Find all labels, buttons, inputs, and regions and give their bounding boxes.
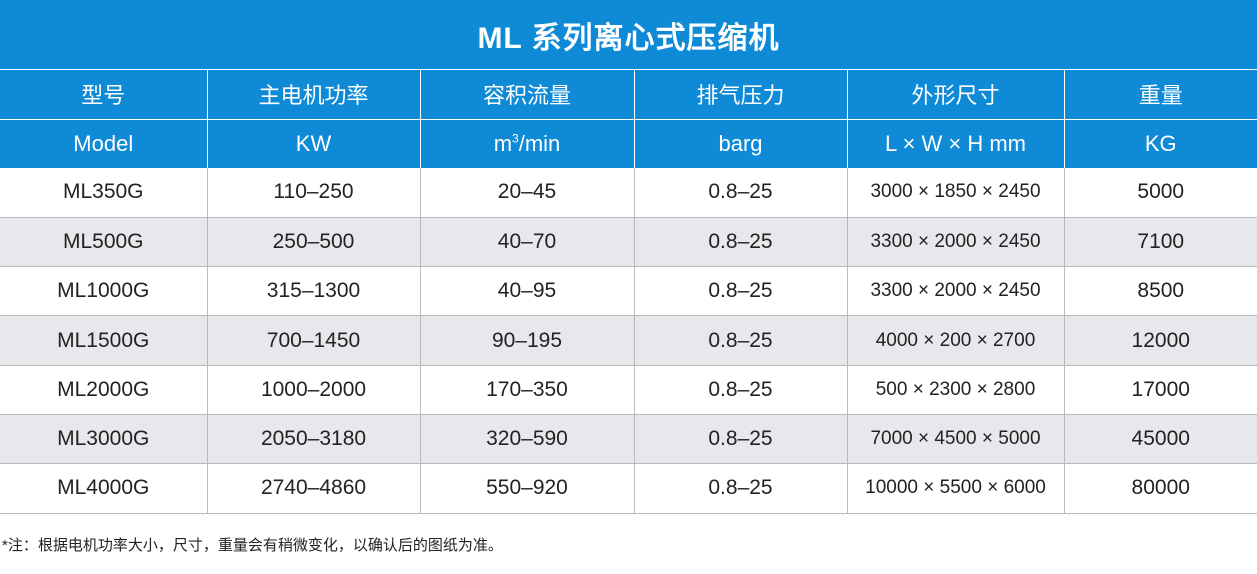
header-power-en: KW (206, 119, 420, 168)
footnote: *注：根据电机功率大小，尺寸，重量会有稍微变化，以确认后的图纸为准。 (2, 537, 503, 554)
cell-pressure: 0.8–25 (633, 315, 847, 366)
cell-pressure: 0.8–25 (633, 217, 847, 268)
cell-power: 2740–4860 (206, 463, 420, 514)
header-model-cn: 型号 (0, 70, 207, 120)
table-row: ML500G 250–500 40–70 0.8–25 3300 × 2000 … (0, 217, 1257, 268)
cell-weight: 12000 (1063, 315, 1257, 366)
cell-flow: 20–45 (419, 168, 634, 218)
spec-table: 型号 主电机功率 容积流量 排气压力 外形尺寸 重量 Model KW m3/m… (0, 70, 1257, 514)
table-row: ML4000G 2740–4860 550–920 0.8–25 10000 ×… (0, 463, 1257, 514)
cell-pressure: 0.8–25 (633, 463, 847, 514)
cell-pressure: 0.8–25 (633, 168, 847, 218)
cell-dims: 10000 × 5500 × 6000 (846, 463, 1064, 514)
cell-model: ML1500G (0, 315, 207, 366)
table-body: ML350G 110–250 20–45 0.8–25 3000 × 1850 … (0, 168, 1257, 514)
table-row: ML2000G 1000–2000 170–350 0.8–25 500 × 2… (0, 365, 1257, 415)
cell-dims: 500 × 2300 × 2800 (846, 365, 1064, 415)
cell-flow: 170–350 (419, 365, 634, 415)
flow-unit-rest: /min (518, 130, 561, 156)
cell-power: 110–250 (206, 168, 420, 218)
cell-flow: 40–95 (419, 266, 634, 317)
header-model-en: Model (0, 119, 207, 168)
cell-dims: 7000 × 4500 × 5000 (846, 414, 1064, 465)
table-row: ML1000G 315–1300 40–95 0.8–25 3300 × 200… (0, 266, 1257, 317)
cell-pressure: 0.8–25 (633, 365, 847, 415)
cell-power: 1000–2000 (206, 365, 420, 415)
cell-flow: 550–920 (419, 463, 634, 514)
header-pressure-cn: 排气压力 (633, 70, 847, 120)
cell-dims: 4000 × 200 × 2700 (846, 315, 1064, 366)
header-dims-cn: 外形尺寸 (846, 70, 1064, 120)
table-header: 型号 主电机功率 容积流量 排气压力 外形尺寸 重量 Model KW m3/m… (0, 70, 1257, 168)
cell-model: ML2000G (0, 365, 207, 415)
header-weight-en: KG (1063, 119, 1257, 168)
header-row-english: Model KW m3/min barg L × W × H mm KG (0, 119, 1257, 168)
header-weight-cn: 重量 (1063, 70, 1257, 120)
header-flow-cn: 容积流量 (419, 70, 634, 120)
cell-weight: 80000 (1063, 463, 1257, 514)
cell-power: 315–1300 (206, 266, 420, 317)
header-row-chinese: 型号 主电机功率 容积流量 排气压力 外形尺寸 重量 (0, 70, 1257, 120)
header-dims-en: L × W × H mm (846, 119, 1064, 168)
cell-flow: 320–590 (419, 414, 634, 465)
cell-pressure: 0.8–25 (633, 414, 847, 465)
cell-weight: 5000 (1063, 168, 1257, 218)
cell-model: ML4000G (0, 463, 207, 514)
cell-model: ML1000G (0, 266, 207, 317)
cell-pressure: 0.8–25 (633, 266, 847, 317)
cell-power: 2050–3180 (206, 414, 420, 465)
cell-model: ML500G (0, 217, 207, 268)
cell-power: 250–500 (206, 217, 420, 268)
cell-model: ML350G (0, 168, 207, 218)
table-row: ML3000G 2050–3180 320–590 0.8–25 7000 × … (0, 414, 1257, 465)
cell-weight: 7100 (1063, 217, 1257, 268)
header-power-cn: 主电机功率 (206, 70, 420, 120)
cell-dims: 3300 × 2000 × 2450 (846, 266, 1064, 317)
cell-model: ML3000G (0, 414, 207, 465)
flow-unit-sup: 3 (512, 131, 519, 146)
table-row: ML350G 110–250 20–45 0.8–25 3000 × 1850 … (0, 168, 1257, 218)
table-title: ML 系列离心式压缩机 (0, 0, 1257, 70)
cell-dims: 3300 × 2000 × 2450 (846, 217, 1064, 268)
cell-dims: 3000 × 1850 × 2450 (846, 168, 1064, 218)
cell-weight: 8500 (1063, 266, 1257, 317)
cell-flow: 40–70 (419, 217, 634, 268)
cell-power: 700–1450 (206, 315, 420, 366)
header-pressure-en: barg (633, 119, 847, 168)
flow-unit-base: m (493, 130, 513, 156)
cell-weight: 45000 (1063, 414, 1257, 465)
table-row: ML1500G 700–1450 90–195 0.8–25 4000 × 20… (0, 315, 1257, 366)
cell-weight: 17000 (1063, 365, 1257, 415)
header-flow-en: m3/min (419, 119, 634, 168)
cell-flow: 90–195 (419, 315, 634, 366)
